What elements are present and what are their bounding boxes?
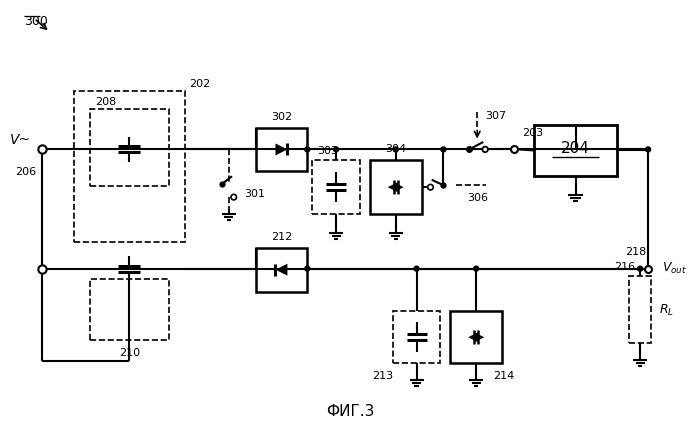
Text: 203: 203 bbox=[522, 127, 543, 137]
Bar bbox=[393, 312, 440, 363]
Circle shape bbox=[393, 148, 398, 153]
Text: 202: 202 bbox=[189, 79, 210, 89]
Circle shape bbox=[231, 195, 237, 201]
Text: 216: 216 bbox=[614, 261, 635, 271]
Text: 218: 218 bbox=[626, 246, 647, 256]
Bar bbox=[629, 276, 651, 343]
Bar bbox=[312, 161, 360, 214]
Circle shape bbox=[304, 148, 310, 153]
Bar bbox=[256, 128, 307, 172]
Text: 302: 302 bbox=[271, 112, 292, 122]
Bar bbox=[90, 109, 169, 187]
Text: $V_{out}$: $V_{out}$ bbox=[662, 260, 687, 276]
Text: 213: 213 bbox=[372, 370, 393, 380]
Bar bbox=[256, 248, 307, 292]
Bar bbox=[534, 125, 617, 177]
Circle shape bbox=[638, 266, 643, 272]
Circle shape bbox=[414, 266, 419, 272]
Text: 210: 210 bbox=[119, 347, 140, 357]
Text: 307: 307 bbox=[485, 110, 506, 120]
Bar bbox=[90, 279, 169, 340]
Text: $R_L$: $R_L$ bbox=[659, 302, 674, 317]
Bar bbox=[370, 161, 421, 214]
Polygon shape bbox=[276, 264, 288, 276]
Polygon shape bbox=[468, 332, 478, 342]
Circle shape bbox=[482, 147, 488, 153]
Circle shape bbox=[441, 148, 446, 153]
Text: 206: 206 bbox=[15, 167, 36, 177]
Circle shape bbox=[474, 266, 479, 272]
Text: 300: 300 bbox=[24, 15, 48, 28]
Circle shape bbox=[645, 148, 650, 153]
Text: 301: 301 bbox=[245, 189, 266, 199]
Text: 304: 304 bbox=[385, 144, 406, 154]
Bar bbox=[74, 92, 185, 242]
Text: 204: 204 bbox=[561, 141, 590, 155]
Circle shape bbox=[428, 185, 433, 191]
Text: 303: 303 bbox=[318, 146, 339, 156]
Text: 212: 212 bbox=[271, 231, 292, 241]
Circle shape bbox=[334, 148, 339, 153]
Text: V~: V~ bbox=[10, 133, 31, 147]
Circle shape bbox=[304, 266, 310, 272]
Text: 208: 208 bbox=[94, 96, 116, 106]
Text: 214: 214 bbox=[494, 370, 514, 380]
Text: ФИГ.3: ФИГ.3 bbox=[326, 403, 374, 418]
Bar bbox=[450, 312, 502, 363]
Polygon shape bbox=[388, 183, 398, 193]
Polygon shape bbox=[276, 144, 288, 156]
Polygon shape bbox=[393, 183, 404, 193]
Text: 306: 306 bbox=[468, 193, 489, 203]
Circle shape bbox=[645, 266, 650, 272]
Polygon shape bbox=[474, 332, 484, 342]
